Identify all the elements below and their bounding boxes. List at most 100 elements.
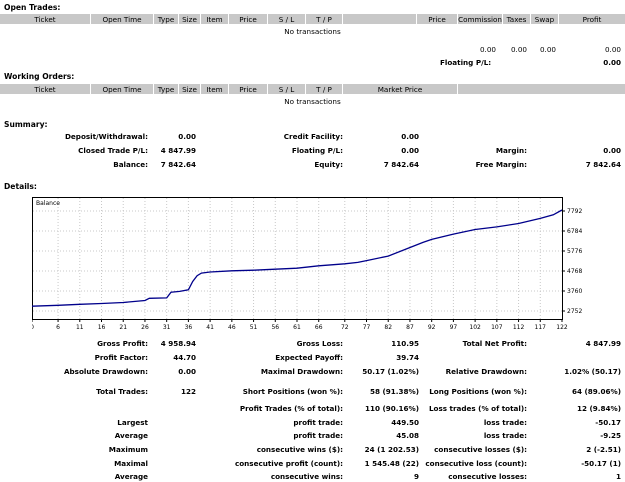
detail-value-mid: 45.08: [396, 431, 419, 440]
detail-value-mid: 449.50: [391, 418, 419, 427]
detail-label-right: Loss trades (% of total):: [428, 404, 527, 413]
detail-value-left: 0.00: [178, 367, 196, 376]
wo-col-tp: T / P: [316, 85, 332, 94]
detail-label-left: Profit Factor:: [94, 353, 148, 362]
detail-label-right: loss trade:: [483, 418, 527, 427]
details-title: Details:: [4, 182, 37, 191]
total-swap: 0.00: [539, 45, 556, 54]
detail-value-right: -9.25: [600, 431, 621, 440]
balance-series-line: [32, 209, 563, 307]
detail-value-right: 4 847.99: [585, 339, 621, 348]
deposit-value: 0.00: [178, 132, 196, 141]
detail-value-right: 12 (9.84%): [576, 404, 621, 413]
x-tick-label: 107: [491, 324, 503, 331]
free-margin-value: 7 842.64: [585, 160, 621, 169]
detail-value-left: 122: [180, 387, 196, 396]
x-tick-label: 46: [228, 324, 236, 331]
x-tick-label: 61: [293, 324, 301, 331]
col-price-current: Price: [428, 15, 446, 24]
detail-value-mid: 39.74: [396, 353, 419, 362]
x-tick-label: 77: [363, 324, 371, 331]
detail-value-right: -50.17: [595, 418, 621, 427]
x-tick-label: 36: [185, 324, 193, 331]
y-tick-labels: 7792 6784 5776 4768 3760 2752: [562, 208, 582, 315]
open-floating-label: Floating P/L:: [440, 58, 492, 67]
y-tick-label: 4768: [567, 268, 582, 275]
credit-value: 0.00: [401, 132, 419, 141]
detail-label-mid: Maximal Drawdown:: [260, 367, 343, 376]
col-item: Item: [206, 15, 223, 24]
free-margin-label: Free Margin:: [475, 160, 527, 169]
detail-label-mid: profit trade:: [293, 431, 343, 440]
summary-floating-value: 0.00: [401, 146, 419, 155]
detail-label-left: Absolute Drawdown:: [63, 367, 148, 376]
detail-value-mid: 50.17 (1.02%): [362, 367, 419, 376]
deposit-label: Deposit/Withdrawal:: [64, 132, 148, 141]
detail-value-right: 64 (89.06%): [571, 387, 621, 396]
detail-value-mid: 1 545.48 (22): [364, 459, 419, 468]
x-tick-label: 92: [428, 324, 436, 331]
col-type: Type: [157, 15, 175, 24]
detail-label-left: Average: [114, 431, 148, 440]
detail-label-left: Largest: [117, 418, 148, 427]
working-orders-header: Ticket Open Time Type Size Item Price S …: [0, 84, 625, 94]
chart-legend: Balance: [36, 200, 60, 207]
summary-floating-label: Floating P/L:: [291, 146, 343, 155]
detail-label-mid: consecutive wins:: [270, 472, 343, 481]
summary-title: Summary:: [4, 120, 48, 129]
detail-label-mid: Gross Loss:: [296, 339, 343, 348]
detail-label-right: Relative Drawdown:: [445, 367, 527, 376]
equity-value: 7 842.64: [383, 160, 419, 169]
detail-value-right: 1.02% (50.17): [564, 367, 621, 376]
x-tick-label: 122: [556, 324, 568, 331]
x-tick-label: 51: [250, 324, 258, 331]
detail-label-right: consecutive losses:: [448, 472, 527, 481]
x-tick-label: 56: [271, 324, 279, 331]
col-sl: S / L: [278, 15, 295, 24]
balance-value: 7 842.64: [160, 160, 196, 169]
wo-col-size: Size: [182, 85, 197, 94]
detail-value-mid: 110.95: [391, 339, 419, 348]
x-tick-label: 26: [141, 324, 149, 331]
detail-label-left: Maximum: [108, 445, 148, 454]
wo-col-item: Item: [206, 85, 223, 94]
wo-col-market-price: Market Price: [377, 85, 423, 94]
y-tick-label: 7792: [567, 208, 582, 215]
y-tick-label: 5776: [567, 248, 582, 255]
total-taxes: 0.00: [510, 45, 527, 54]
detail-label-left: Maximal: [114, 459, 148, 468]
open-trades-empty: No transactions: [284, 27, 341, 36]
detail-label-right: loss trade:: [483, 431, 527, 440]
y-tick-label: 2752: [567, 308, 582, 315]
detail-label-mid: Profit Trades (% of total):: [239, 404, 343, 413]
x-tick-label: 87: [406, 324, 414, 331]
margin-label: Margin:: [495, 146, 527, 155]
wo-col-sl: S / L: [278, 85, 295, 94]
col-profit: Profit: [582, 15, 602, 24]
col-swap: Swap: [534, 15, 555, 24]
detail-label-mid: Expected Payoff:: [275, 353, 343, 362]
detail-label-mid: consecutive profit (count):: [234, 459, 343, 468]
credit-label: Credit Facility:: [283, 132, 343, 141]
detail-label-left: Gross Profit:: [97, 339, 148, 348]
col-tp: T / P: [316, 15, 332, 24]
detail-value-left: 4 958.94: [160, 339, 196, 348]
detail-label-right: Total Net Profit:: [462, 339, 527, 348]
detail-value-right: 2 (-2.51): [586, 445, 621, 454]
total-commission: 0.00: [479, 45, 496, 54]
working-orders-title: Working Orders:: [4, 72, 75, 81]
balance-label: Balance:: [113, 160, 148, 169]
detail-value-left: 44.70: [173, 353, 196, 362]
x-tick-label: 72: [341, 324, 349, 331]
detail-label-mid: Short Positions (won %):: [242, 387, 343, 396]
col-commission: Commission: [458, 15, 502, 24]
detail-label-right: consecutive losses ($):: [434, 445, 527, 454]
x-tick-label: 112: [513, 324, 525, 331]
col-ticket: Ticket: [34, 15, 56, 24]
detail-label-left: Total Trades:: [96, 387, 148, 396]
detail-label-right: Long Positions (won %):: [429, 387, 527, 396]
detail-value-mid: 9: [413, 472, 419, 481]
detail-value-mid: 58 (91.38%): [369, 387, 419, 396]
detail-label-mid: profit trade:: [293, 418, 343, 427]
